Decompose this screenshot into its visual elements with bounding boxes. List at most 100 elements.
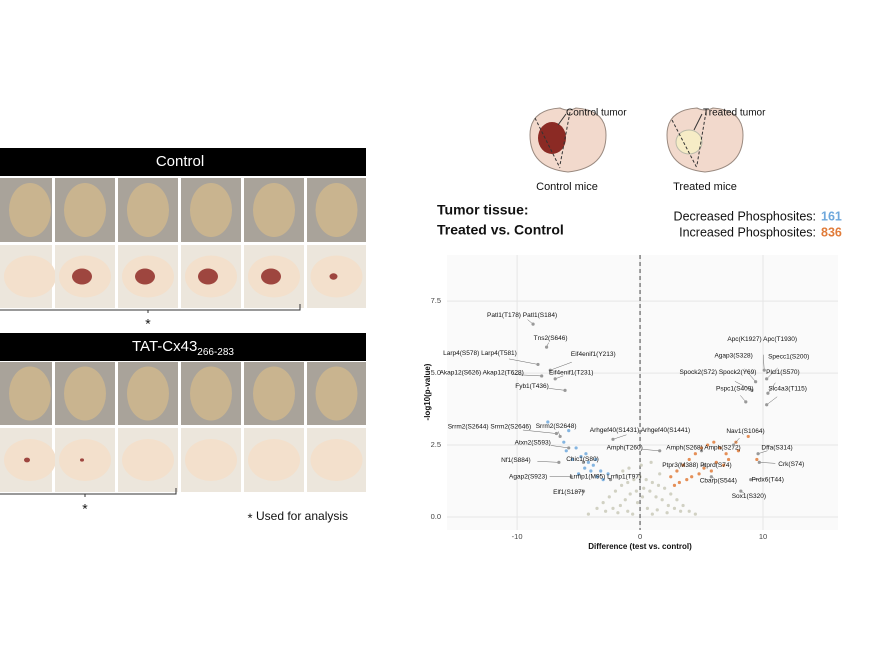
slice-photo — [248, 439, 300, 481]
point-label: Pspc1(S409) — [716, 386, 754, 393]
point — [672, 483, 677, 487]
leader-line — [508, 358, 539, 365]
point — [650, 512, 654, 516]
legend-label: Increased Phosphosites: — [679, 225, 816, 239]
point — [655, 508, 659, 512]
point-label: Chic1(S80) — [566, 456, 599, 463]
point — [685, 478, 689, 482]
annotated-point — [536, 362, 540, 367]
y-tick-label: 2.5 — [431, 440, 441, 449]
annotated-point — [756, 452, 760, 456]
point — [635, 501, 640, 505]
point — [611, 506, 615, 511]
point — [594, 457, 598, 462]
leader-line — [548, 388, 566, 391]
tumor — [538, 122, 566, 154]
annotated-point — [548, 368, 552, 372]
point — [613, 489, 618, 493]
annotated-point — [557, 460, 561, 464]
brain-photo — [64, 183, 106, 237]
brain-photo — [9, 366, 51, 421]
point-label: Plcl1(S570) — [766, 369, 800, 376]
annotated-point — [702, 463, 706, 467]
slice-photo — [310, 439, 363, 481]
point-label: Prdx6(T44) — [751, 476, 784, 483]
pointer — [693, 113, 703, 131]
brain-photo — [253, 183, 295, 237]
point-label: Srrm2(S2644) Srrm2(S2646) — [448, 423, 531, 430]
point — [640, 495, 645, 499]
leader-line — [766, 396, 778, 405]
point — [574, 446, 578, 450]
point — [589, 469, 593, 473]
point — [677, 480, 681, 485]
schematic-label: Control mice — [536, 181, 598, 193]
x-tick-label: 10 — [759, 532, 767, 541]
y-axis-label: -log10(p-value) — [423, 363, 432, 420]
asterisk: * — [82, 501, 88, 517]
control-header — [0, 148, 366, 176]
point-label: Larp4(S578) Larp4(T581) — [443, 350, 517, 357]
point — [607, 495, 611, 499]
point — [631, 512, 635, 516]
point-label: Akap12(S626) Akap12(T628) — [440, 370, 524, 377]
slice-photo — [59, 439, 111, 481]
brain-photo — [127, 183, 169, 237]
point — [604, 509, 608, 513]
annotated-point — [766, 391, 770, 395]
lesion — [80, 458, 84, 462]
point — [687, 457, 691, 462]
chart-subtitle: Treated vs. Control — [437, 222, 564, 238]
brain-photo — [9, 183, 51, 237]
point — [658, 472, 662, 476]
annotated-point — [558, 434, 562, 439]
annotated-point — [544, 345, 549, 349]
brain-photo — [127, 366, 169, 421]
footnote: Used for analysis — [256, 509, 348, 523]
point-label: Spock2(S72) Spock2(Y69) — [679, 369, 756, 376]
point — [623, 498, 627, 502]
point — [669, 475, 673, 479]
point — [714, 460, 718, 464]
point — [606, 472, 610, 476]
point-label: Nf1(S884) — [501, 457, 531, 464]
pointer — [557, 113, 567, 126]
point — [672, 506, 677, 511]
lesion — [198, 268, 218, 285]
brain-photo — [190, 366, 232, 421]
point — [665, 511, 669, 515]
annotated-point — [757, 460, 761, 464]
point-label: Specc1(S200) — [768, 354, 809, 361]
point — [699, 446, 704, 450]
annotated-point — [739, 489, 743, 493]
annotated-point — [750, 388, 754, 392]
volcano-plot: 0.0 2.5 5.0 7.5 -10 0 10 Patl1(T178) Patl1(S184… — [431, 255, 838, 541]
schematic: Control tumor Control mice Treated tumor… — [529, 107, 766, 193]
point — [642, 486, 646, 490]
annotated-point — [581, 489, 586, 493]
point — [546, 420, 550, 424]
point — [595, 475, 599, 479]
brain-photo — [190, 183, 232, 237]
legend-count: 836 — [821, 225, 842, 239]
lesion — [72, 268, 92, 285]
leader-line — [550, 445, 569, 449]
point — [595, 506, 599, 511]
y-tick-label: 0.0 — [431, 512, 441, 521]
schematic-label: Control tumor — [566, 108, 627, 119]
point — [726, 457, 731, 462]
point — [681, 463, 685, 467]
chart-title: Tumor tissue: — [437, 202, 529, 218]
legend-label: Decreased Phosphosites: — [674, 209, 816, 223]
x-tick-label: 0 — [638, 532, 642, 541]
annotated-point — [531, 322, 535, 326]
point — [621, 469, 625, 473]
treated-subscript: 266-283 — [197, 347, 234, 358]
treated-label: TAT-Cx43266-283 — [132, 338, 234, 358]
point — [564, 449, 568, 453]
point-label: Amph(S268) Amph(S272) — [666, 445, 740, 452]
lesion — [261, 268, 281, 285]
point — [626, 480, 630, 485]
point-label: Elf1(S187) — [553, 489, 584, 496]
lesion — [24, 457, 30, 463]
